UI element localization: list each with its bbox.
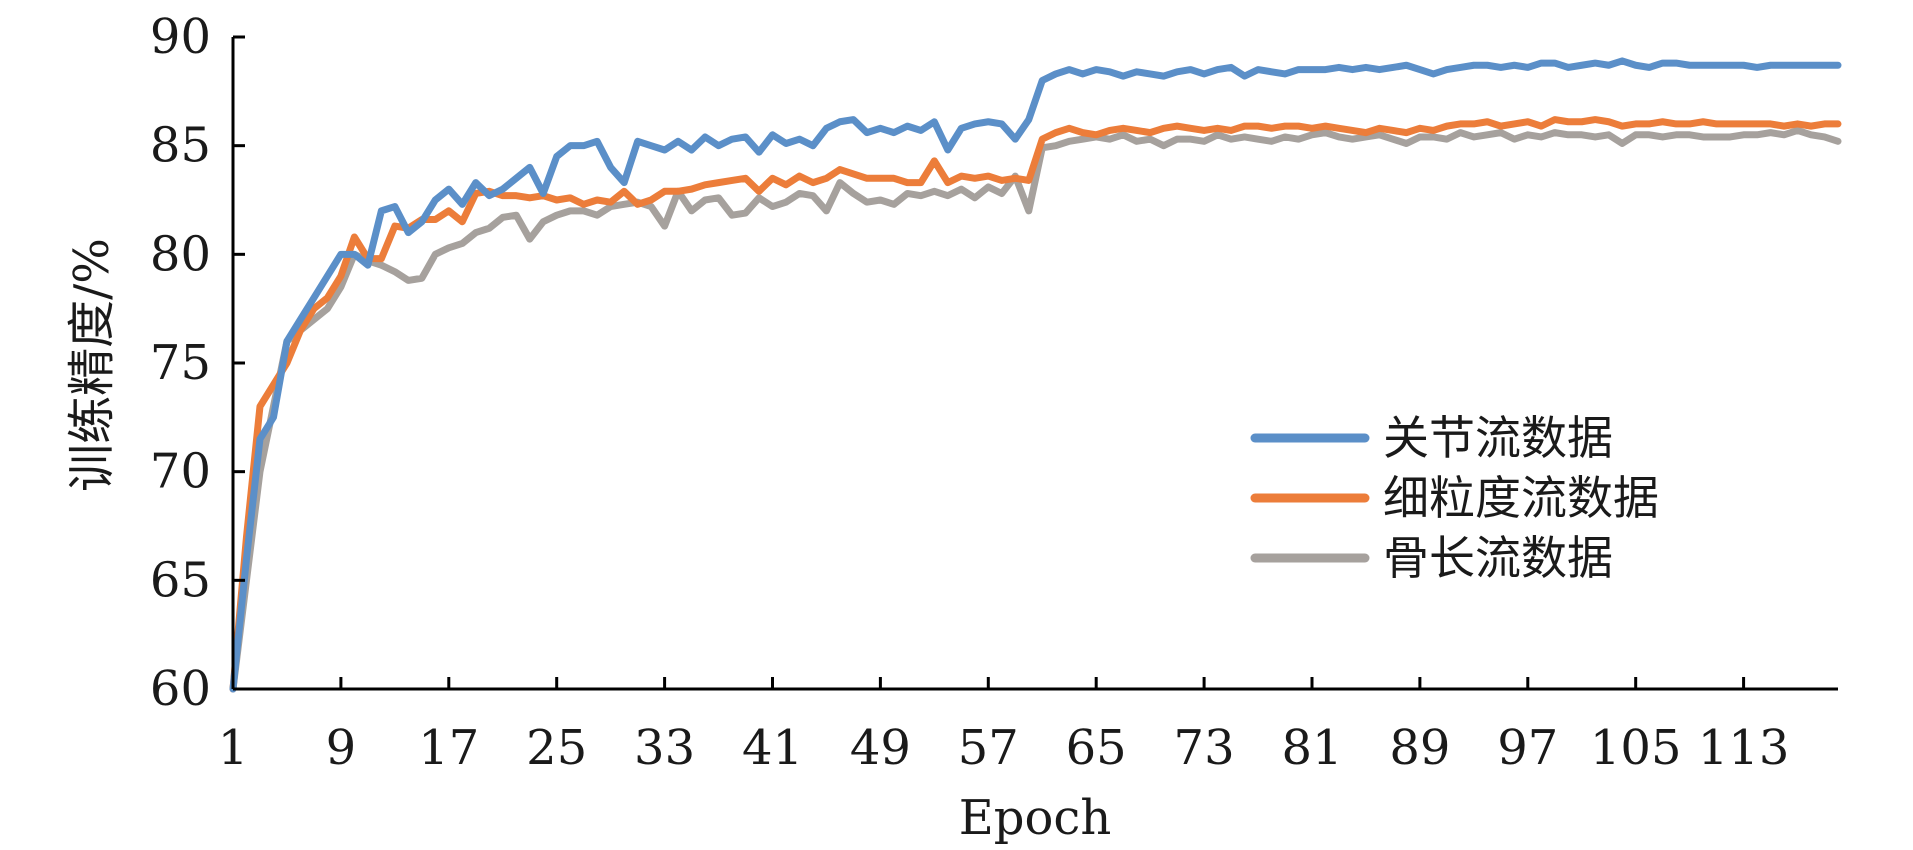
x-tick-label: 41 bbox=[742, 720, 803, 776]
series-line-2 bbox=[229, 116, 1842, 693]
x-tick-label: 97 bbox=[1497, 720, 1558, 776]
x-tick-label: 65 bbox=[1066, 720, 1127, 776]
x-axis-title: Epoch bbox=[959, 790, 1111, 846]
y-tick-label: 90 bbox=[150, 9, 211, 65]
legend-label-1: 关节流数据 bbox=[1383, 411, 1613, 465]
x-tick-label: 113 bbox=[1698, 720, 1790, 776]
x-tick-label: 81 bbox=[1281, 720, 1342, 776]
x-tick-label: 57 bbox=[958, 720, 1019, 776]
y-tick-label: 75 bbox=[150, 335, 211, 391]
y-tick-label: 85 bbox=[150, 118, 211, 174]
series-line-1 bbox=[229, 57, 1842, 693]
x-tick-label: 9 bbox=[326, 720, 357, 776]
y-axis-title: 训练精度/% bbox=[64, 238, 120, 492]
x-tick-label: 25 bbox=[526, 720, 587, 776]
y-tick-label: 60 bbox=[150, 661, 211, 717]
y-tick-label: 80 bbox=[150, 226, 211, 282]
series-line-3 bbox=[229, 126, 1842, 693]
y-ticks-group: 60 65 70 75 80 85 90 bbox=[150, 9, 245, 717]
x-ticks-group: 1 9 17 25 33 41 49 57 65 73 81 89 97 105 113 bbox=[218, 677, 1790, 776]
x-tick-label: 33 bbox=[634, 720, 695, 776]
x-tick-label: 1 bbox=[218, 720, 249, 776]
x-tick-label: 49 bbox=[850, 720, 911, 776]
x-tick-label: 105 bbox=[1590, 720, 1682, 776]
legend-label-3: 骨长流数据 bbox=[1383, 531, 1613, 585]
y-tick-label: 65 bbox=[150, 552, 211, 608]
x-tick-label: 17 bbox=[418, 720, 479, 776]
y-tick-label: 70 bbox=[150, 444, 211, 500]
plot-series-group bbox=[229, 57, 1842, 693]
x-tick-label: 89 bbox=[1389, 720, 1450, 776]
legend-label-2: 细粒度流数据 bbox=[1383, 471, 1659, 525]
x-tick-label: 73 bbox=[1174, 720, 1235, 776]
